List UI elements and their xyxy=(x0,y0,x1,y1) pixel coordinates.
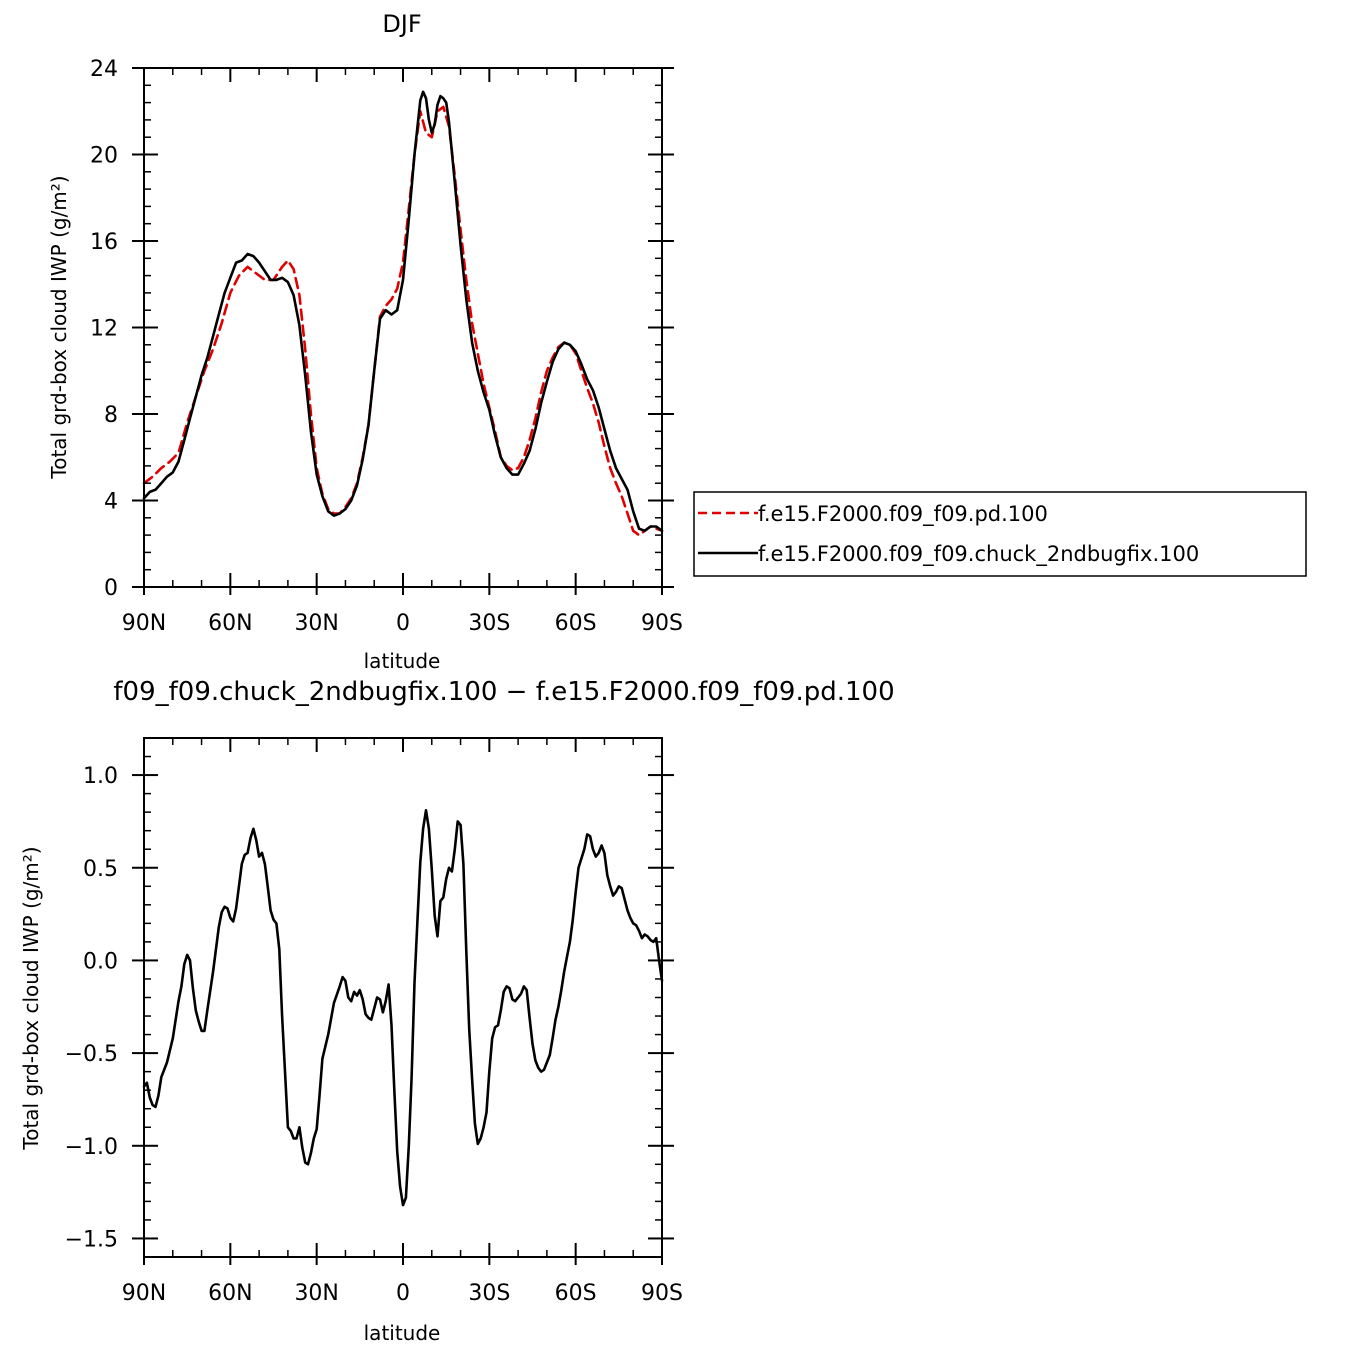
series-line-2-1 xyxy=(142,809,664,1207)
panel-bottom: f09_f09.chuck_2ndbugfix.100 − f.e15.F200… xyxy=(19,677,895,1345)
y-tick-label: 0 xyxy=(104,576,118,601)
x-tick-label: 90N xyxy=(122,611,166,636)
y-tick-label: 24 xyxy=(90,57,118,82)
legend-label-pd: f.e15.F2000.f09_f09.pd.100 xyxy=(758,502,1048,527)
panel-top-xlabel: latitude xyxy=(364,649,441,673)
x-tick-label: 90S xyxy=(641,1281,683,1306)
x-tick-label: 90S xyxy=(641,611,683,636)
panel-bottom-ticks xyxy=(132,737,674,1265)
panel-top-tick-labels: 90N 60N 30N 0 30S 60S 90S 0 4 8 12 16 20 24 xyxy=(90,57,683,636)
y-tick-label: 16 xyxy=(90,230,118,255)
x-tick-label: 60S xyxy=(555,1281,597,1306)
panel-top-ylabel: Total grd-box cloud IWP (g/m²) xyxy=(47,175,71,479)
panel-top: DJF 90N 60N 30N 0 30S 60S 90S 0 4 8 12 16 20 24 latit… xyxy=(47,10,683,673)
x-tick-label: 60S xyxy=(555,611,597,636)
y-tick-label: 4 xyxy=(104,490,118,515)
panel-bottom-series-layer xyxy=(142,809,664,1207)
y-tick-label: 0.0 xyxy=(83,949,118,974)
x-tick-label: 30S xyxy=(468,611,510,636)
panel-bottom-ylabel: Total grd-box cloud IWP (g/m²) xyxy=(19,846,43,1150)
y-tick-label: 0.5 xyxy=(83,857,118,882)
x-tick-label: 0 xyxy=(396,611,410,636)
x-tick-label: 0 xyxy=(396,1281,410,1306)
y-tick-label: 1.0 xyxy=(83,764,118,789)
panel-bottom-title: f09_f09.chuck_2ndbugfix.100 − f.e15.F200… xyxy=(113,677,894,707)
panel-top-title: DJF xyxy=(382,10,421,38)
y-tick-label: −1.5 xyxy=(65,1227,118,1252)
panel-bottom-xlabel: latitude xyxy=(364,1321,441,1345)
legend-label-chuck: f.e15.F2000.f09_f09.chuck_2ndbugfix.100 xyxy=(758,542,1199,567)
panel-bottom-tick-labels: 90N 60N 30N 0 30S 60S 90S −1.5 −1.0 −0.5 0.0 0.5 1.0 xyxy=(65,764,683,1306)
panel-top-ticks xyxy=(132,67,674,595)
x-tick-label: 30N xyxy=(294,1281,338,1306)
panel-bottom-frame xyxy=(143,737,663,1258)
series-line-1-2 xyxy=(142,90,664,533)
x-tick-label: 90N xyxy=(122,1281,166,1306)
x-tick-label: 30S xyxy=(468,1281,510,1306)
panel-top-series-layer xyxy=(142,90,664,537)
y-tick-label: 20 xyxy=(90,144,118,169)
x-tick-label: 30N xyxy=(294,611,338,636)
x-tick-label: 60N xyxy=(208,1281,252,1306)
panel-top-frame xyxy=(143,67,663,588)
y-tick-label: −0.5 xyxy=(65,1042,118,1067)
y-tick-label: −1.0 xyxy=(65,1135,118,1160)
x-tick-label: 60N xyxy=(208,611,252,636)
legend: f.e15.F2000.f09_f09.pd.100 f.e15.F2000.f… xyxy=(693,491,1307,577)
y-tick-label: 8 xyxy=(104,403,118,428)
series-line-1-1 xyxy=(142,105,664,537)
legend-box xyxy=(693,491,1307,577)
y-tick-label: 12 xyxy=(90,317,118,342)
